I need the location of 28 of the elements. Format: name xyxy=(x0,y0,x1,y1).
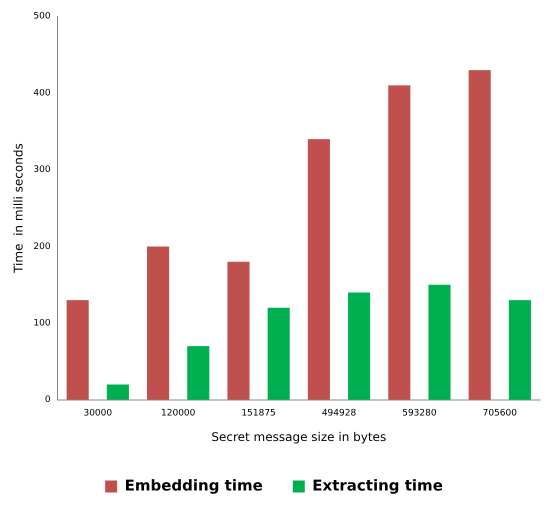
x-tick-label: 30000 xyxy=(83,408,112,419)
bar xyxy=(348,292,370,400)
x-tick-label: 494928 xyxy=(322,408,356,419)
x-tick-label: 120000 xyxy=(161,408,196,419)
y-tick-label: 500 xyxy=(33,12,51,22)
bar xyxy=(66,300,89,400)
x-tick-label: 593280 xyxy=(402,408,437,419)
legend-label: Extracting time xyxy=(312,476,443,494)
x-axis-title: Secret message size in bytes xyxy=(211,430,386,444)
bar xyxy=(508,300,531,400)
y-tick-label: 200 xyxy=(33,242,51,252)
bar xyxy=(268,308,290,400)
y-tick-label: 400 xyxy=(33,88,51,98)
x-tick-label: 705600 xyxy=(482,408,518,419)
bar xyxy=(428,284,451,400)
bar xyxy=(468,70,491,400)
bar xyxy=(187,346,210,400)
legend-label: Embedding time xyxy=(124,476,263,494)
y-tick-label: 100 xyxy=(33,318,51,328)
bar xyxy=(388,85,410,400)
y-tick-label: 0 xyxy=(44,395,51,406)
bar xyxy=(227,262,250,400)
bar xyxy=(147,246,170,400)
x-tick-label: 151875 xyxy=(241,408,276,419)
y-tick-label: 300 xyxy=(33,165,51,176)
y-axis-title: Time in milli seconds xyxy=(11,143,26,274)
bar xyxy=(106,384,129,400)
bar xyxy=(308,139,330,400)
